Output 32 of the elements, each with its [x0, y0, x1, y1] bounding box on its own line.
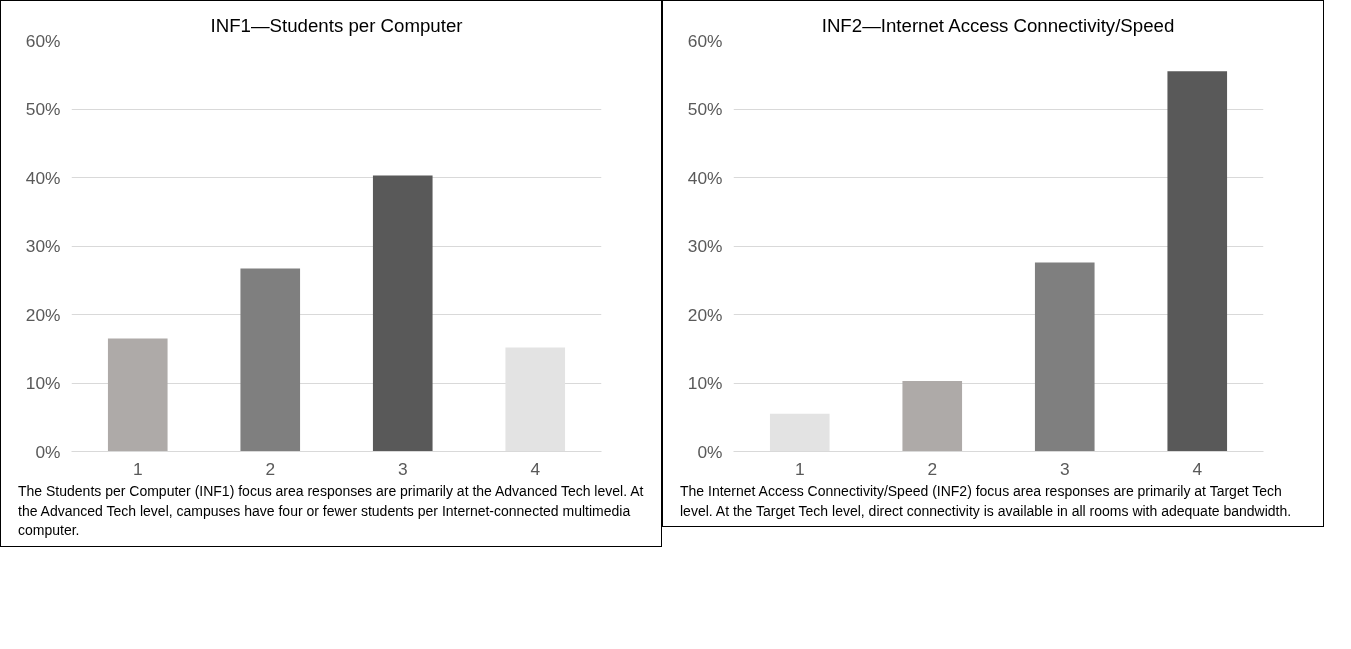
x-tick-label: 3: [1059, 458, 1070, 479]
y-tick-label: 50%: [25, 99, 61, 119]
y-tick-label: 0%: [697, 441, 723, 462]
y-tick-label: 0%: [35, 441, 61, 462]
x-tick-label: 1: [794, 458, 805, 479]
bar: [107, 338, 168, 452]
bar: [240, 268, 301, 452]
x-tick-label: 2: [265, 458, 276, 479]
bar: [372, 175, 433, 452]
bar: [1034, 262, 1095, 452]
y-tick-label: 30%: [25, 236, 61, 256]
x-tick-label: 4: [530, 458, 541, 479]
y-tick-label: 60%: [25, 30, 61, 51]
y-tick-label: 10%: [25, 373, 61, 393]
y-tick-label: 50%: [687, 99, 723, 119]
y-tick-label: 20%: [25, 304, 61, 325]
y-tick-label: 30%: [687, 236, 723, 256]
chart-title: INF2—Internet Access Connectivity/Speed: [821, 14, 1175, 36]
x-tick-label: 2: [927, 458, 938, 479]
x-tick-label: 1: [132, 458, 143, 479]
bar: [1167, 71, 1228, 452]
chart-title: INF1—Students per Computer: [210, 14, 463, 36]
x-tick-label: 3: [397, 458, 408, 479]
x-tick-label: 4: [1192, 458, 1203, 479]
y-tick-label: 40%: [25, 167, 61, 188]
text: The Internet Access Connectivity/Speed (INF2) focus area responses are primarily at Target Tech level. At the Target Tech level, direct connectivity is available in all rooms with adequate bandwidth.: [680, 482, 1293, 521]
y-tick-label: 10%: [687, 373, 723, 393]
text: The Students per Computer (INF1) focus area responses are primarily at the Advanced Tech level. At the Advanced Tech level, campuses have four or fewer students per Internet-connected multimedia computer.: [18, 482, 645, 541]
y-tick-label: 20%: [687, 304, 723, 325]
bar: [902, 380, 963, 452]
y-tick-label: 40%: [687, 167, 723, 188]
y-tick-label: 60%: [687, 30, 723, 51]
